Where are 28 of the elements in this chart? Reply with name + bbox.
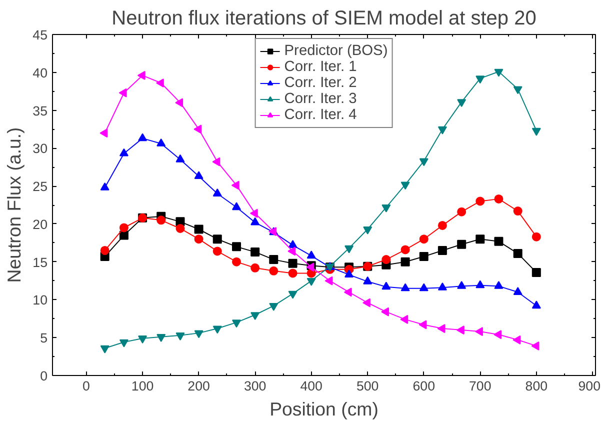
x-tick-label: 600 bbox=[412, 378, 436, 394]
chart-title: Neutron flux iterations of SIEM model at step 20 bbox=[112, 8, 536, 30]
y-tick-label: 0 bbox=[40, 368, 48, 384]
x-tick-label: 100 bbox=[131, 378, 154, 394]
legend-label: Corr. Iter. 2 bbox=[284, 75, 357, 91]
y-tick-label: 45 bbox=[32, 28, 48, 42]
x-tick-label: 500 bbox=[356, 378, 379, 394]
x-tick-label: 700 bbox=[469, 378, 492, 394]
x-axis-title: Position (cm) bbox=[270, 398, 378, 420]
y-tick-label: 15 bbox=[32, 254, 48, 270]
x-tick-label: 900 bbox=[578, 378, 601, 394]
x-tick-label: 400 bbox=[300, 378, 322, 394]
x-tick-label: 800 bbox=[525, 378, 548, 394]
x-tick-label: 0 bbox=[82, 378, 90, 394]
legend-label: Corr. Iter. 1 bbox=[284, 59, 357, 75]
y-axis-title: Neutron Flux (a.u.) bbox=[4, 127, 25, 283]
x-tick-label: 200 bbox=[188, 378, 210, 394]
legend-label: Corr. Iter. 4 bbox=[284, 107, 357, 123]
y-tick-label: 10 bbox=[32, 292, 48, 308]
legend-label: Corr. Iter. 3 bbox=[284, 91, 357, 107]
y-tick-label: 5 bbox=[40, 330, 48, 346]
y-tick-label: 35 bbox=[32, 103, 48, 118]
y-tick-label: 40 bbox=[32, 65, 48, 80]
y-tick-label: 20 bbox=[32, 216, 48, 232]
legend-label: Predictor (BOS) bbox=[284, 43, 388, 59]
x-tick-label: 300 bbox=[244, 378, 266, 394]
y-tick-label: 25 bbox=[32, 179, 48, 194]
y-tick-label: 30 bbox=[32, 141, 48, 156]
